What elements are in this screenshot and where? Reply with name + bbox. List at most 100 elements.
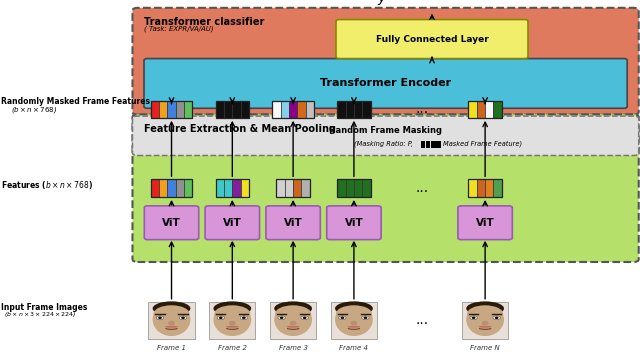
Ellipse shape — [348, 326, 360, 328]
Ellipse shape — [165, 326, 178, 328]
Bar — [273, 101, 314, 118]
Bar — [297, 101, 306, 118]
Bar — [184, 101, 193, 118]
Ellipse shape — [217, 316, 225, 320]
Bar — [462, 302, 508, 339]
Ellipse shape — [290, 321, 296, 325]
Bar — [224, 179, 232, 197]
Ellipse shape — [214, 305, 250, 322]
Text: ...: ... — [416, 181, 429, 195]
Bar — [276, 179, 310, 197]
Bar — [168, 101, 175, 118]
Ellipse shape — [466, 301, 504, 316]
Bar — [426, 141, 431, 148]
Bar — [224, 101, 232, 118]
Bar — [270, 302, 316, 339]
Ellipse shape — [335, 303, 373, 336]
FancyBboxPatch shape — [144, 59, 627, 108]
Ellipse shape — [179, 316, 187, 320]
Text: Transformer classifier: Transformer classifier — [144, 17, 264, 27]
Bar — [293, 179, 301, 197]
Text: ( Task: EXPR/VA/AU): ( Task: EXPR/VA/AU) — [144, 26, 214, 32]
Bar — [468, 179, 477, 197]
Ellipse shape — [303, 316, 307, 319]
Bar — [431, 141, 436, 148]
Bar — [216, 179, 224, 197]
Ellipse shape — [240, 316, 248, 320]
Bar — [346, 179, 354, 197]
FancyBboxPatch shape — [266, 206, 321, 240]
Bar — [285, 179, 293, 197]
Ellipse shape — [495, 316, 499, 319]
Ellipse shape — [278, 316, 285, 320]
Ellipse shape — [351, 321, 357, 325]
Text: Input Frame Images: Input Frame Images — [1, 302, 88, 312]
Ellipse shape — [364, 316, 367, 319]
Ellipse shape — [168, 321, 175, 325]
Ellipse shape — [274, 301, 312, 316]
Text: (Masking Ratio: P,: (Masking Ratio: P, — [354, 140, 413, 147]
Text: ($b \times n \times 768$): ($b \times n \times 768$) — [11, 105, 57, 115]
Ellipse shape — [280, 316, 284, 319]
Ellipse shape — [229, 321, 236, 325]
Bar — [493, 179, 502, 197]
Bar — [331, 302, 377, 339]
Text: Masked Frame Feature): Masked Frame Feature) — [444, 140, 522, 147]
Bar — [337, 179, 371, 197]
Bar — [485, 179, 493, 197]
Text: ViT: ViT — [344, 218, 364, 228]
FancyBboxPatch shape — [336, 20, 528, 59]
Ellipse shape — [335, 301, 373, 316]
Bar — [337, 101, 346, 118]
FancyBboxPatch shape — [132, 116, 639, 155]
Bar — [354, 101, 362, 118]
Bar — [477, 101, 485, 118]
Bar — [354, 179, 362, 197]
Bar — [151, 101, 159, 118]
Text: Frame 1: Frame 1 — [157, 345, 186, 351]
Bar — [159, 101, 168, 118]
Bar — [232, 179, 241, 197]
Ellipse shape — [213, 301, 252, 316]
Ellipse shape — [158, 316, 162, 319]
Ellipse shape — [152, 301, 191, 316]
Bar — [280, 101, 289, 118]
Bar — [148, 302, 195, 339]
Bar — [468, 101, 502, 118]
Text: Frame N: Frame N — [470, 345, 500, 351]
Bar — [468, 179, 502, 197]
Bar — [151, 179, 159, 197]
Bar — [232, 101, 241, 118]
Bar — [289, 101, 298, 118]
Bar — [175, 101, 184, 118]
Ellipse shape — [287, 326, 300, 328]
Ellipse shape — [152, 303, 191, 336]
Ellipse shape — [472, 316, 476, 319]
Text: ViT: ViT — [162, 218, 181, 228]
Ellipse shape — [467, 305, 503, 322]
Bar — [362, 101, 371, 118]
Bar — [216, 101, 249, 118]
Text: Fully Connected Layer: Fully Connected Layer — [376, 34, 488, 44]
Bar — [273, 101, 280, 118]
Bar — [209, 302, 255, 339]
Text: Features ($b \times n \times 768$): Features ($b \times n \times 768$) — [1, 179, 93, 191]
Ellipse shape — [482, 321, 488, 325]
Text: ...: ... — [416, 313, 429, 327]
Bar — [184, 179, 193, 197]
FancyBboxPatch shape — [327, 206, 381, 240]
Bar — [337, 179, 346, 197]
Ellipse shape — [466, 303, 504, 336]
Bar — [468, 101, 477, 118]
Ellipse shape — [336, 305, 372, 322]
FancyBboxPatch shape — [132, 114, 639, 262]
Ellipse shape — [156, 316, 164, 320]
Bar — [151, 179, 192, 197]
Bar — [306, 101, 314, 118]
Text: $\hat{y}$: $\hat{y}$ — [378, 0, 388, 8]
Bar — [337, 101, 371, 118]
Bar — [436, 141, 441, 148]
Text: Randomly Masked Frame Features: Randomly Masked Frame Features — [1, 97, 150, 106]
Text: Transformer Encoder: Transformer Encoder — [320, 78, 451, 88]
Ellipse shape — [242, 316, 246, 319]
